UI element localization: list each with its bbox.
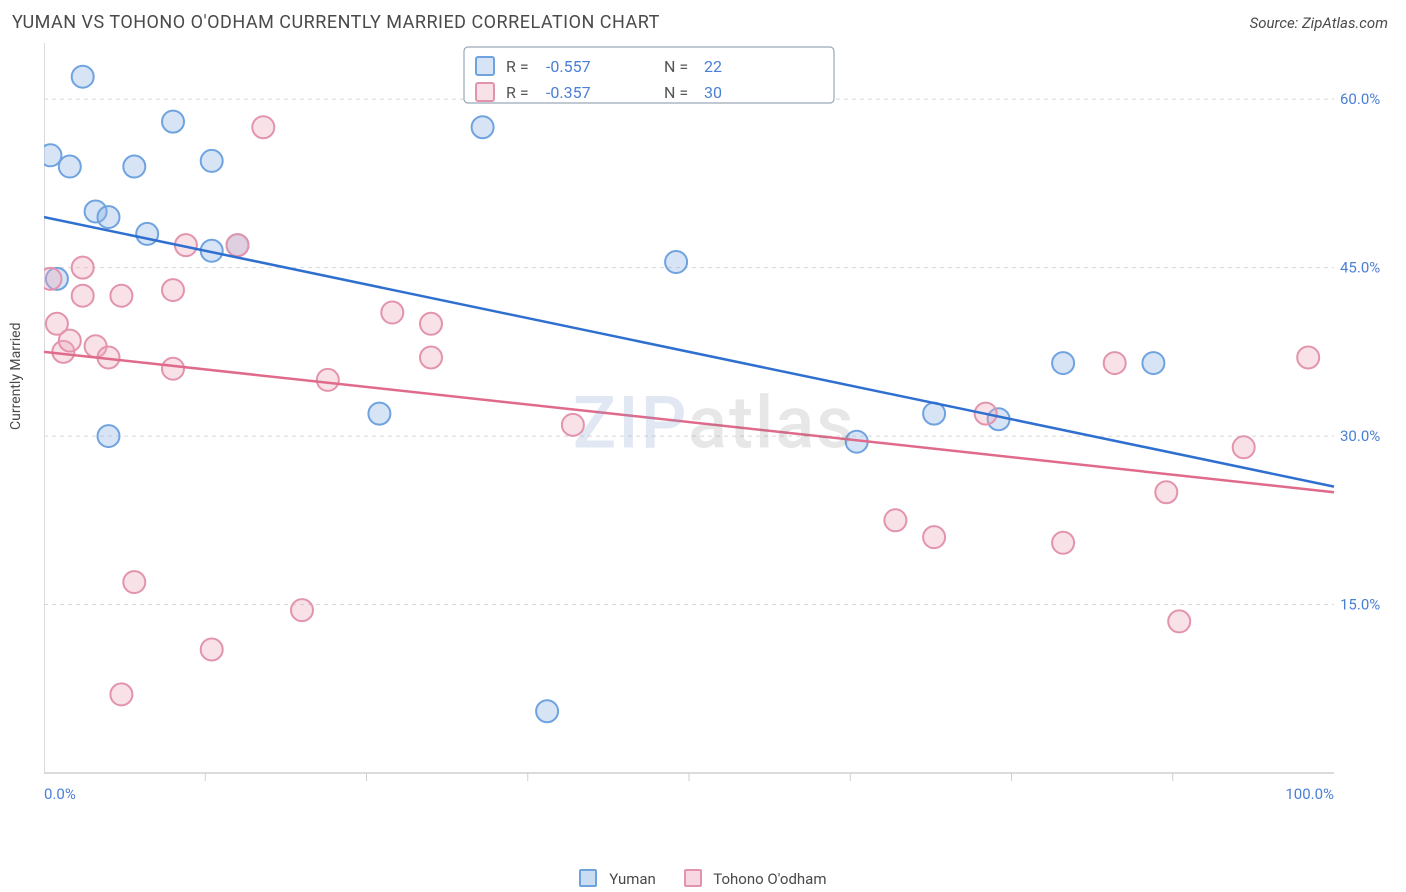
chart-container: 15.0% 30.0% 45.0% 60.0% 0.0% 100.0% R = -0.557 N…	[44, 43, 1384, 803]
legend-swatch-yuman	[579, 869, 597, 887]
legend-item-yuman: Yuman	[579, 869, 655, 888]
svg-text:60.0%: 60.0%	[1340, 90, 1380, 108]
legend-item-tohono: Tohono O'odham	[684, 869, 827, 888]
svg-text:15.0%: 15.0%	[1340, 596, 1380, 614]
legend-label: Tohono O'odham	[713, 870, 826, 888]
scatter-chart: 15.0% 30.0% 45.0% 60.0% 0.0% 100.0% R = -0.557 N…	[44, 43, 1384, 803]
svg-text:0.0%: 0.0%	[44, 785, 76, 803]
svg-text:30: 30	[704, 83, 722, 102]
svg-text:45.0%: 45.0%	[1340, 259, 1380, 277]
legend-swatch-tohono	[684, 869, 702, 887]
svg-text:30.0%: 30.0%	[1340, 427, 1380, 445]
svg-text:100.0%: 100.0%	[1285, 785, 1334, 803]
svg-text:N =: N =	[664, 83, 688, 102]
svg-text:22: 22	[704, 57, 722, 76]
svg-text:R =: R =	[506, 83, 529, 102]
bottom-legend: Yuman Tohono O'odham	[0, 869, 1406, 888]
svg-text:-0.557: -0.557	[546, 57, 591, 76]
svg-text:R =: R =	[506, 57, 529, 76]
legend-label: Yuman	[609, 870, 656, 888]
y-axis-label: Currently Married	[8, 323, 24, 430]
source-label: Source: ZipAtlas.com	[1250, 14, 1388, 32]
chart-title: YUMAN VS TOHONO O'ODHAM CURRENTLY MARRIE…	[12, 12, 660, 33]
svg-text:N =: N =	[664, 57, 688, 76]
svg-text:-0.357: -0.357	[546, 83, 591, 102]
